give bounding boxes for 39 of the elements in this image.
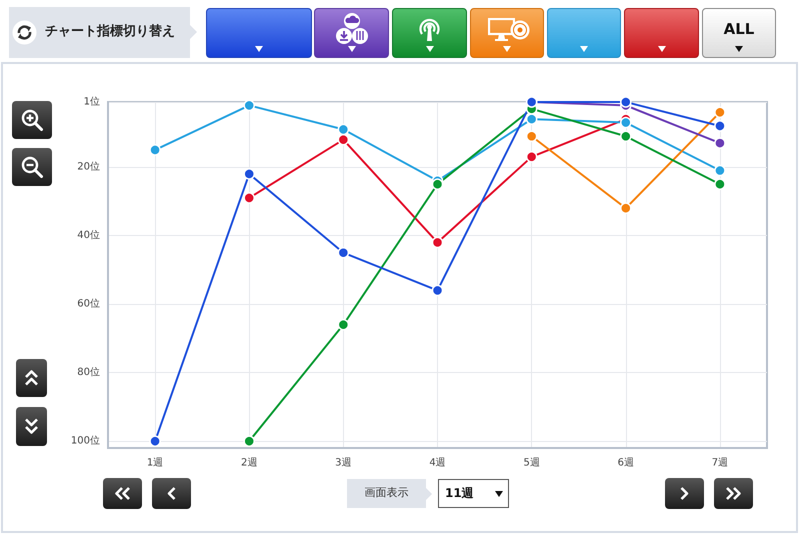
all-tab-button: ALL [702, 8, 776, 58]
point [714, 164, 726, 176]
point [338, 134, 350, 146]
point [620, 202, 632, 214]
point [243, 435, 255, 447]
point [526, 130, 538, 142]
y-tick-label: 80位 [77, 366, 100, 378]
point [338, 318, 350, 330]
point [432, 236, 444, 248]
x-tick-label: 1週 [146, 458, 164, 468]
point [714, 178, 726, 190]
point [338, 124, 350, 136]
point [243, 192, 255, 204]
point [526, 113, 538, 125]
y-tick-label: 100位 [70, 434, 100, 447]
point [149, 435, 161, 447]
point [526, 151, 538, 163]
point [714, 106, 726, 118]
y-tick-label: 40位 [77, 229, 100, 242]
point [620, 96, 632, 108]
point [620, 130, 632, 142]
x-tick-label: 4週 [429, 458, 446, 468]
point [243, 100, 255, 112]
x-tick-label: 5週 [523, 458, 540, 468]
point [714, 137, 726, 149]
x-tick-label: 6週 [618, 458, 634, 468]
point [620, 116, 632, 128]
point [149, 144, 161, 156]
point [714, 120, 726, 132]
week-select: 11週 [438, 479, 509, 508]
y-tick-label: 1位 [84, 96, 100, 108]
y-tick-label: 60位 [77, 298, 100, 310]
y-tick-label: 20位 [77, 160, 100, 173]
point [432, 178, 444, 190]
x-tick-label: 7週 [712, 458, 728, 468]
x-tick-label: 2週 [241, 458, 258, 468]
point [432, 284, 444, 296]
x-tick-label: 3週 [335, 458, 352, 468]
point [338, 246, 350, 258]
